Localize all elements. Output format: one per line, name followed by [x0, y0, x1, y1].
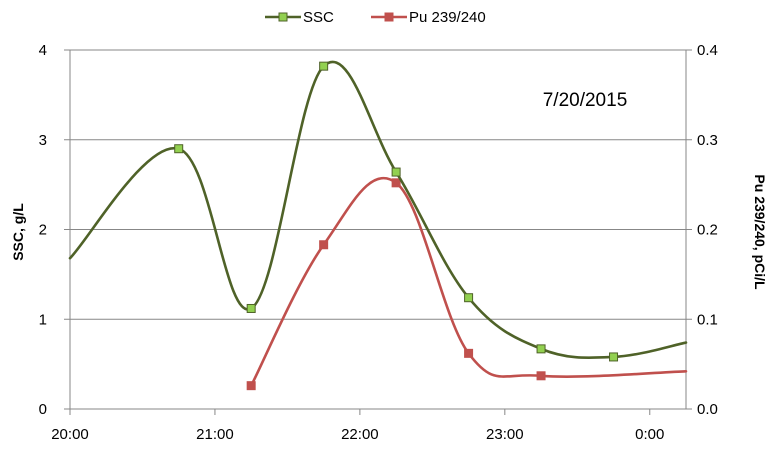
y-right-tick-label: 0.4 [697, 42, 718, 59]
y-left-tick-label: 3 [39, 132, 47, 149]
date-annotation: 7/20/2015 [543, 90, 628, 111]
y-axis-left-title: SSC, g/L [10, 203, 26, 261]
legend-swatch-marker [384, 12, 394, 22]
data-point [391, 178, 401, 188]
series-line-0 [68, 60, 688, 360]
data-point [609, 352, 619, 362]
data-point [536, 344, 546, 354]
y-left-tick-label: 4 [39, 42, 47, 59]
series-layer [68, 60, 688, 391]
series-line-1 [249, 176, 688, 387]
y-right-tick-label: 0.2 [697, 222, 718, 239]
legend-label: SSC [303, 9, 334, 26]
data-point [174, 144, 184, 154]
data-point [391, 167, 401, 177]
axes [64, 49, 692, 415]
data-point [464, 348, 474, 358]
data-point [536, 371, 546, 381]
legend-swatch-marker [278, 12, 288, 22]
data-point [319, 61, 329, 71]
data-point [319, 240, 329, 250]
x-tick-label: 20:00 [51, 426, 89, 443]
legend: SSC Pu 239/240 [265, 9, 486, 26]
y-axis-right-title: Pu 239/240, pCi/L [752, 174, 768, 290]
y-left-tick-label: 2 [39, 222, 47, 239]
x-tick-label: 23:00 [486, 426, 524, 443]
x-tick-label: 0:00 [635, 426, 664, 443]
data-point [246, 381, 256, 391]
gridlines [70, 49, 686, 320]
tick-labels: 20:00 21:00 22:00 23:00 0:00 0 1 2 3 4 0.0 0.1 0.2 0.… [39, 42, 718, 443]
legend-label: Pu 239/240 [409, 9, 486, 26]
y-right-tick-label: 0.0 [697, 401, 718, 418]
y-right-tick-label: 0.3 [697, 132, 718, 149]
y-right-tick-label: 0.1 [697, 311, 718, 328]
data-point [246, 303, 256, 313]
y-left-tick-label: 1 [39, 311, 47, 328]
x-tick-label: 22:00 [341, 426, 379, 443]
y-left-tick-label: 0 [39, 401, 47, 418]
data-point [464, 293, 474, 303]
x-tick-label: 21:00 [196, 426, 234, 443]
